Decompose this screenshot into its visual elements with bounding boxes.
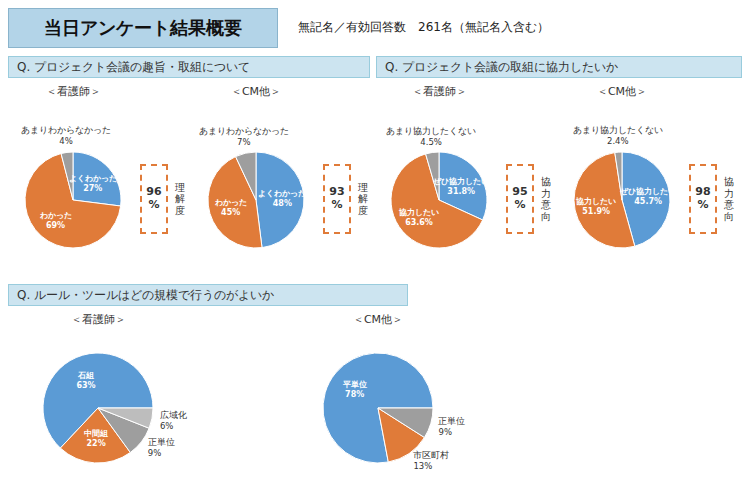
svg-text:市区町村13%: 市区町村13%: [413, 450, 449, 471]
html-text:理: 理: [175, 181, 185, 193]
html-text:Q. ルール・ツールはどの規模で行うのがよいか: Q. ルール・ツールはどの規模で行うのがよいか: [17, 287, 275, 302]
svg-text:正単位9%: 正単位9%: [148, 437, 175, 458]
svg-text:わかった69%: わかった69%: [39, 211, 72, 230]
svg-text:よくわかった27%: よくわかった27%: [69, 174, 117, 193]
html-text:＜看護師＞: ＜看護師＞: [411, 85, 467, 98]
svg-text:あまりわからなかった7%: あまりわからなかった7%: [199, 126, 289, 147]
html-text:度: 度: [358, 204, 368, 216]
svg-text:協力したい51.9%: 協力したい51.9%: [575, 197, 616, 216]
svg-text:あまり協力したくない4.5%: あまり協力したくない4.5%: [386, 126, 476, 147]
html-text:＜看護師＞: ＜看護師＞: [45, 85, 101, 98]
html-text:意: 意: [541, 199, 551, 210]
html-text:力: 力: [724, 187, 734, 199]
html-text:向: 向: [724, 210, 734, 222]
html-text:＜CM他＞: ＜CM他＞: [596, 85, 648, 98]
svg-text:ぜひ協力したい31.8%: ぜひ協力したい31.8%: [432, 177, 489, 196]
html-text:＜看護師＞: ＜看護師＞: [70, 313, 126, 326]
html-text:＜CM他＞: ＜CM他＞: [230, 85, 282, 98]
svg-text:わかった45%: わかった45%: [214, 198, 247, 217]
html-text:理: 理: [358, 181, 368, 193]
html-text:向: 向: [541, 210, 551, 222]
svg-text:あまり協力したくない2.4%: あまり協力したくない2.4%: [573, 125, 663, 146]
svg-text:石組63%: 石組63%: [76, 371, 95, 390]
svg-text:平単位78%: 平単位78%: [342, 380, 367, 399]
html-text:無記名／有効回答数 261名（無記名入含む）: 無記名／有効回答数 261名（無記名入含む）: [298, 20, 549, 34]
svg-text:よくわかった48%: よくわかった48%: [258, 189, 306, 208]
html-text:力: 力: [541, 187, 551, 199]
html-text:協: 協: [724, 176, 734, 187]
svg-text:中間組22%: 中間組22%: [84, 429, 108, 448]
html-text:解: 解: [175, 193, 185, 205]
svg-text:広域化6%: 広域化6%: [160, 410, 187, 431]
html-text:Q. プロジェクト会議の取組に協力したいか: Q. プロジェクト会議の取組に協力したいか: [385, 59, 619, 74]
svg-text:ぜひ協力したい45.7%: ぜひ協力したい45.7%: [619, 187, 676, 206]
html-text:協: 協: [541, 176, 551, 187]
html-text:意: 意: [724, 199, 734, 210]
html-text:96: 96: [146, 185, 162, 199]
svg-text:あまりわからなかった4%: あまりわからなかった4%: [21, 125, 111, 146]
html-text:度: 度: [175, 204, 185, 216]
html-text:98: 98: [695, 185, 711, 199]
svg-text:正単位9%: 正単位9%: [438, 416, 465, 437]
html-text:95: 95: [512, 185, 528, 199]
html-text:Q. プロジェクト会議の趣旨・取組について: Q. プロジェクト会議の趣旨・取組について: [17, 59, 251, 74]
html-text:＜CM他＞: ＜CM他＞: [352, 313, 404, 326]
svg-text:協力したい63.6%: 協力したい63.6%: [398, 208, 439, 227]
html-text:解: 解: [358, 193, 368, 205]
html-text:当日アンケート結果概要: 当日アンケート結果概要: [44, 17, 242, 38]
html-text:93: 93: [329, 185, 345, 199]
